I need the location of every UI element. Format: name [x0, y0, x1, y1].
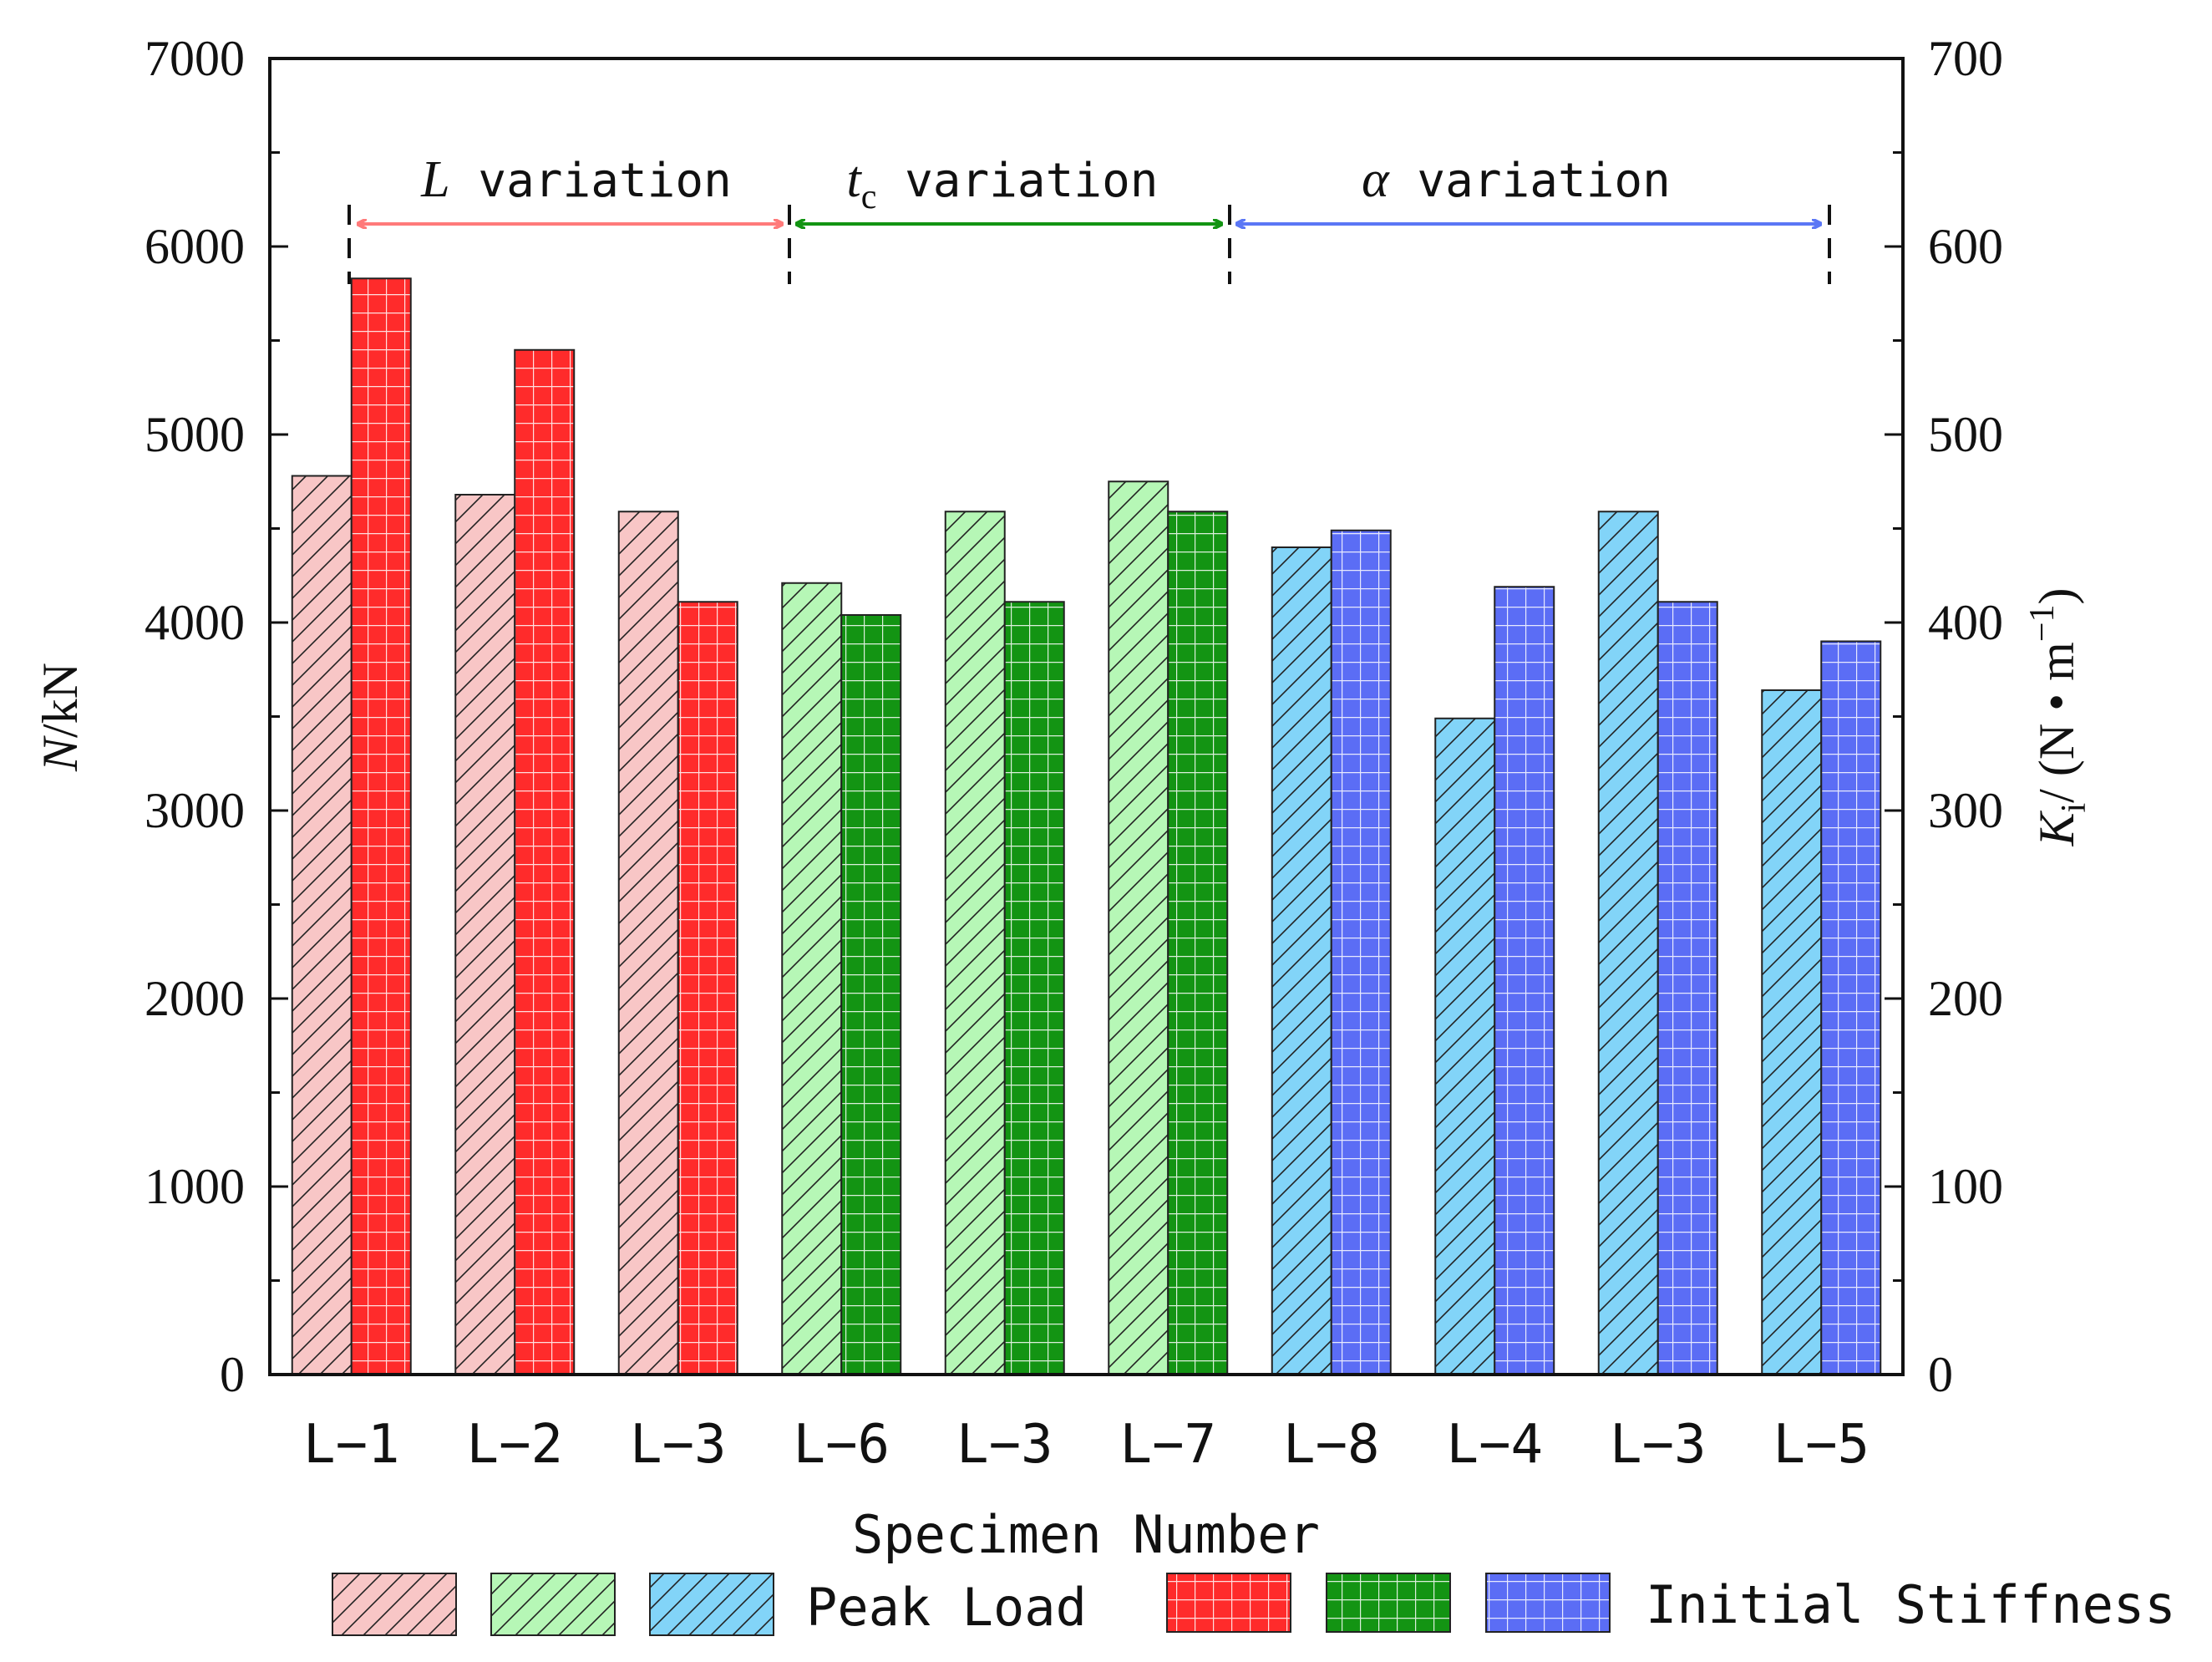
- right-tick-label: 400: [1928, 595, 2003, 650]
- left-tick-label: 2000: [145, 971, 245, 1026]
- group-label-symbol: α: [1362, 151, 1390, 208]
- legend-swatch-peak-green: [490, 1573, 616, 1636]
- group-label-sub: c: [861, 178, 877, 216]
- group-label-text: variation: [450, 154, 732, 208]
- x-tick-label: L−4: [1446, 1414, 1543, 1476]
- right-tick-label: 700: [1928, 31, 2003, 86]
- y-right-title-sub: i: [2055, 803, 2093, 813]
- x-tick-label: L−6: [793, 1414, 890, 1476]
- peak-load-bar-3: [617, 511, 679, 1375]
- legend: Peak Load Initial Stiffness: [332, 1573, 2176, 1638]
- peak-load-bar-4: [781, 582, 843, 1375]
- left-tick-label: 6000: [145, 219, 245, 274]
- group-label-3: α variation: [1362, 151, 1671, 208]
- right-tick-label: 600: [1928, 219, 2003, 274]
- initial-stiffness-bar-5: [1003, 601, 1065, 1375]
- peak-load-bar-7: [1271, 546, 1332, 1375]
- x-tick-label: L−8: [1283, 1414, 1380, 1476]
- y-axis-right-title: Ki/ (N • m−1): [2023, 587, 2093, 846]
- x-axis-title: Specimen Number: [852, 1504, 1320, 1565]
- x-tick-label: L−3: [956, 1414, 1053, 1476]
- peak-load-bar-9: [1597, 511, 1659, 1375]
- left-tick-label: 3000: [145, 783, 245, 838]
- peak-load-bar-6: [1108, 480, 1169, 1375]
- x-tick-label: L−1: [303, 1414, 400, 1476]
- right-tick-label: 200: [1928, 971, 2003, 1026]
- legend-swatch-stiffness-blue: [1485, 1573, 1611, 1633]
- peak-load-bar-8: [1434, 717, 1496, 1375]
- initial-stiffness-bar-1: [350, 277, 412, 1375]
- left-tick-label: 1000: [145, 1159, 245, 1214]
- right-tick-label: 300: [1928, 783, 2003, 838]
- legend-swatch-stiffness-red: [1166, 1573, 1291, 1633]
- group-label-1: L variation: [420, 151, 732, 208]
- initial-stiffness-bar-4: [840, 614, 902, 1375]
- legend-swatch-peak-blue: [649, 1573, 774, 1636]
- right-tick-label: 0: [1928, 1347, 1953, 1402]
- left-tick-label: 4000: [145, 595, 245, 650]
- left-tick-label: 7000: [145, 31, 245, 86]
- legend-label-peak-load: Peak Load: [806, 1577, 1087, 1638]
- bars-layer: [291, 277, 1882, 1375]
- initial-stiffness-bar-10: [1820, 640, 1882, 1375]
- group-label-2: tc variation: [846, 151, 1158, 216]
- initial-stiffness-bar-2: [514, 348, 576, 1375]
- legend-swatch-stiffness-green: [1326, 1573, 1451, 1633]
- initial-stiffness-bar-9: [1656, 601, 1718, 1375]
- group-annotations: L variation tc variation α variation: [348, 151, 1831, 284]
- group-label-text: variation: [1389, 154, 1671, 208]
- y-axis-left-title: N/kN: [33, 663, 88, 772]
- y-right-title-unit: / (N • m: [2029, 642, 2084, 803]
- x-tick-label: L−5: [1773, 1414, 1870, 1476]
- peak-load-bar-1: [291, 475, 353, 1375]
- right-tick-label: 500: [1928, 407, 2003, 462]
- right-tick-label: 100: [1928, 1159, 2003, 1214]
- initial-stiffness-bar-8: [1494, 586, 1555, 1375]
- x-tick-label: L−7: [1119, 1414, 1216, 1476]
- group-label-symbol: t: [846, 151, 862, 208]
- left-tick-label: 5000: [145, 407, 245, 462]
- legend-swatch-peak-red: [332, 1573, 457, 1636]
- peak-load-bar-10: [1761, 689, 1823, 1375]
- left-tick-label: 0: [220, 1347, 245, 1402]
- y-right-title-symbol: K: [2029, 811, 2084, 847]
- x-tick-label: L−3: [1610, 1414, 1707, 1476]
- peak-load-bar-2: [454, 494, 516, 1375]
- group-label-text: variation: [876, 154, 1158, 208]
- initial-stiffness-bar-6: [1167, 511, 1229, 1375]
- y-right-title-close: ): [2029, 587, 2084, 604]
- y-left-title-unit: /kN: [33, 663, 88, 738]
- legend-label-initial-stiffness: Initial Stiffness: [1646, 1574, 2176, 1635]
- initial-stiffness-bar-3: [677, 601, 738, 1375]
- x-tick-label: L−2: [466, 1414, 563, 1476]
- initial-stiffness-bar-7: [1330, 529, 1392, 1375]
- y-right-title-sup: −1: [2023, 604, 2062, 642]
- axes-layer: L−1 L−2 L−3 L−6 L−3 L−7 L−8 L−4 L−3 L−50100020003…: [33, 31, 2093, 1565]
- y-left-title-symbol: N: [33, 735, 88, 772]
- peak-load-bar-5: [944, 511, 1006, 1375]
- x-tick-label: L−3: [630, 1414, 727, 1476]
- group-label-symbol: L: [420, 151, 449, 208]
